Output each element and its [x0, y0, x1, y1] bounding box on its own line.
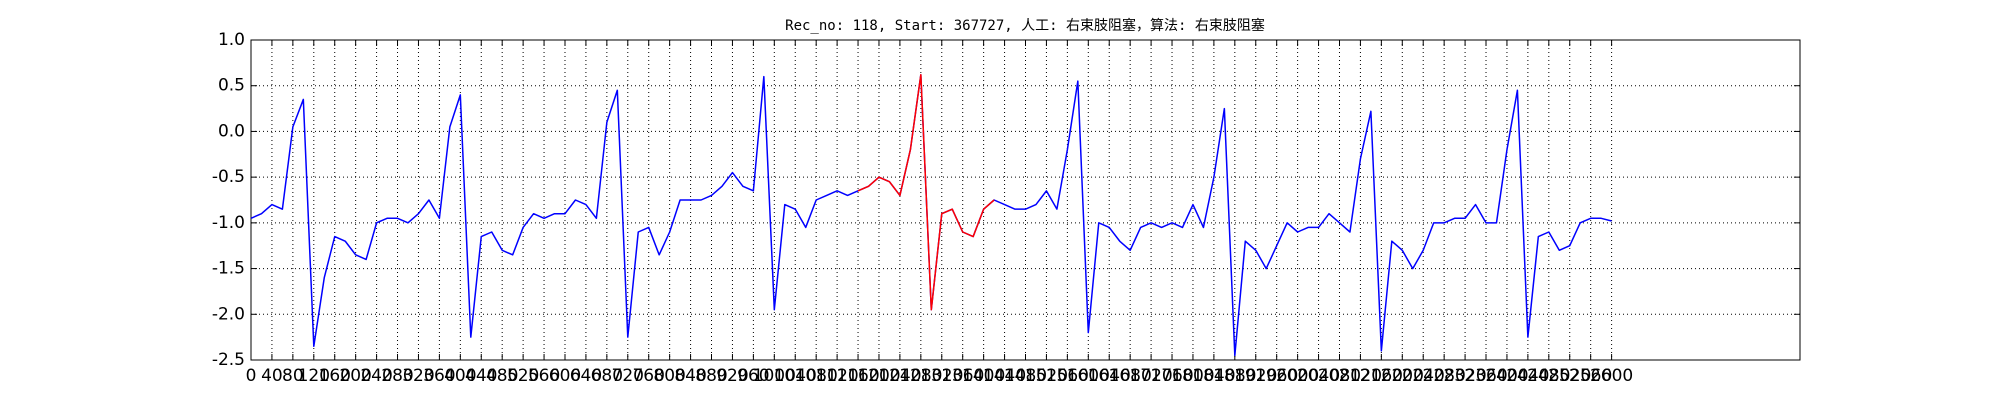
x-tick-label: 1160: [836, 366, 879, 386]
x-tick-label: 880: [695, 366, 727, 386]
x-tick-label: 1480: [1004, 366, 1047, 386]
x-tick-label: 1440: [983, 366, 1026, 386]
x-tick-label: 2520: [1548, 366, 1591, 386]
x-tick-label: 1200: [857, 366, 900, 386]
x-tick-label: 1960: [1255, 366, 1298, 386]
x-tick-label: 520: [507, 366, 539, 386]
x-tick-label: 2320: [1443, 366, 1486, 386]
x-tick-label: 1560: [1046, 366, 1089, 386]
x-tick-label: 200: [339, 366, 371, 386]
x-tick-label: 640: [570, 366, 602, 386]
y-tick-label: -1.0: [212, 213, 245, 233]
x-tick-label: 760: [632, 366, 664, 386]
x-tick-label: 360: [423, 366, 455, 386]
x-tick-label: 1800: [1171, 366, 1214, 386]
x-tick-label: 720: [612, 366, 644, 386]
y-tick-label: 1.0: [218, 30, 245, 50]
x-tick-label: 1720: [1129, 366, 1172, 386]
x-tick-label: 2160: [1360, 366, 1403, 386]
x-tick-label: 1320: [920, 366, 963, 386]
x-tick-label: 560: [528, 366, 560, 386]
y-tick-label: -2.5: [212, 350, 245, 370]
x-tick-label: 2000: [1276, 366, 1319, 386]
x-tick-label: 960: [737, 366, 769, 386]
x-tick-label: 920: [716, 366, 748, 386]
x-tick-label: 280: [381, 366, 413, 386]
x-tick-label: 1520: [1025, 366, 1068, 386]
x-tick-label: 1760: [1150, 366, 1193, 386]
x-tick-label: 2240: [1402, 366, 1445, 386]
x-tick-label: 1040: [774, 366, 817, 386]
x-tick-label: 320: [402, 366, 434, 386]
x-tick-label: 1120: [815, 366, 858, 386]
y-tick-label: 0.0: [218, 121, 245, 141]
plot-frame: [250, 39, 1801, 361]
x-tick-label: 2200: [1381, 366, 1424, 386]
x-tick-label: 120: [298, 366, 330, 386]
x-tick-label: 480: [486, 366, 518, 386]
x-tick-label: 2360: [1464, 366, 1507, 386]
x-tick-label: 1000: [753, 366, 796, 386]
x-tick-label: 1080: [795, 366, 838, 386]
chart-title: Rec_no: 118, Start: 367727, 人工: 右束肢阻塞，算法…: [785, 17, 1265, 34]
x-tick-label: 160: [319, 366, 351, 386]
x-tick-label: 1360: [941, 366, 984, 386]
x-tick-label: 2600: [1590, 366, 1633, 386]
y-tick-label: -2.0: [212, 304, 245, 324]
ecg-line: [250, 73, 1612, 357]
x-tick-label: 440: [465, 366, 497, 386]
x-tick-label: 1840: [1192, 366, 1235, 386]
x-tick-label: 2440: [1506, 366, 1549, 386]
x-tick-label: 2280: [1423, 366, 1466, 386]
x-tick-label: 1600: [1067, 366, 1110, 386]
x-tick-label: 840: [674, 366, 706, 386]
y-tick-label: -1.5: [212, 259, 245, 279]
x-tick-label: 2080: [1318, 366, 1361, 386]
x-tick-label: 680: [591, 366, 623, 386]
x-tick-label: 2400: [1485, 366, 1528, 386]
x-tick-label: 40: [261, 366, 283, 386]
y-tick-label: -0.5: [212, 167, 245, 187]
x-tick-label: 1640: [1088, 366, 1131, 386]
x-tick-label: 2560: [1569, 366, 1612, 386]
ecg-line: [857, 73, 995, 311]
x-tick-label: 1880: [1213, 366, 1256, 386]
x-tick-label: 0: [246, 366, 257, 386]
x-tick-label: 80: [282, 366, 304, 386]
x-tick-label: 1240: [878, 366, 921, 386]
x-tick-label: 1920: [1234, 366, 1277, 386]
x-tick-label: 400: [444, 366, 476, 386]
x-tick-label: 1680: [1109, 366, 1152, 386]
x-tick-label: 800: [653, 366, 685, 386]
x-tick-label: 1400: [962, 366, 1005, 386]
y-tick-label: 0.5: [218, 76, 245, 96]
x-tick-label: 600: [549, 366, 581, 386]
x-tick-label: 240: [360, 366, 392, 386]
x-tick-label: 2120: [1339, 366, 1382, 386]
x-tick-label: 2040: [1297, 366, 1340, 386]
x-tick-label: 2480: [1527, 366, 1570, 386]
x-tick-label: 1280: [899, 366, 942, 386]
